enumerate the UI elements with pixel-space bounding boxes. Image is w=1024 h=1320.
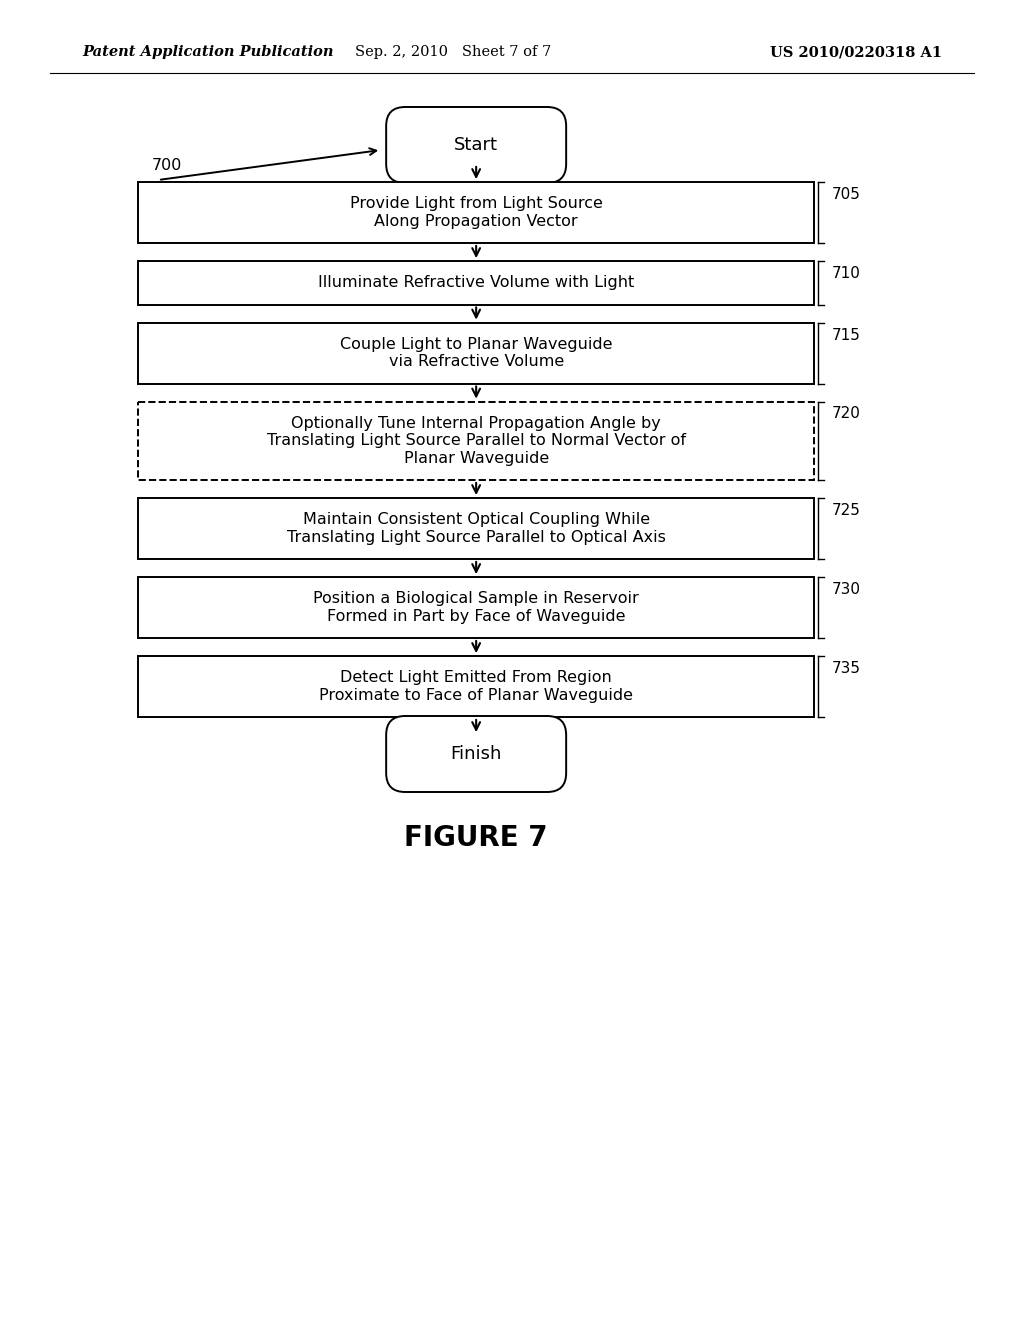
- Text: FIGURE 7: FIGURE 7: [404, 824, 548, 851]
- Text: Sep. 2, 2010   Sheet 7 of 7: Sep. 2, 2010 Sheet 7 of 7: [355, 45, 551, 59]
- Text: 715: 715: [833, 327, 861, 342]
- FancyBboxPatch shape: [138, 577, 814, 638]
- Text: Position a Biological Sample in Reservoir
Formed in Part by Face of Waveguide: Position a Biological Sample in Reservoi…: [313, 591, 639, 623]
- Text: 710: 710: [833, 267, 861, 281]
- FancyBboxPatch shape: [138, 498, 814, 558]
- FancyBboxPatch shape: [138, 261, 814, 305]
- Text: 705: 705: [833, 187, 861, 202]
- Text: 725: 725: [833, 503, 861, 517]
- Text: Provide Light from Light Source
Along Propagation Vector: Provide Light from Light Source Along Pr…: [350, 197, 602, 228]
- Text: US 2010/0220318 A1: US 2010/0220318 A1: [770, 45, 942, 59]
- Text: 735: 735: [833, 661, 861, 676]
- Text: Optionally Tune Internal Propagation Angle by
Translating Light Source Parallel : Optionally Tune Internal Propagation Ang…: [266, 416, 686, 466]
- FancyBboxPatch shape: [138, 182, 814, 243]
- Text: Start: Start: [455, 136, 498, 154]
- FancyBboxPatch shape: [386, 715, 566, 792]
- Text: 730: 730: [833, 582, 861, 597]
- Text: Detect Light Emitted From Region
Proximate to Face of Planar Waveguide: Detect Light Emitted From Region Proxima…: [319, 671, 633, 702]
- Text: 700: 700: [152, 158, 182, 173]
- Text: Couple Light to Planar Waveguide
via Refractive Volume: Couple Light to Planar Waveguide via Ref…: [340, 337, 612, 370]
- Text: 720: 720: [833, 407, 861, 421]
- Text: Finish: Finish: [451, 744, 502, 763]
- FancyBboxPatch shape: [138, 401, 814, 480]
- FancyBboxPatch shape: [386, 107, 566, 183]
- Text: Illuminate Refractive Volume with Light: Illuminate Refractive Volume with Light: [318, 276, 634, 290]
- FancyBboxPatch shape: [138, 656, 814, 717]
- Text: Patent Application Publication: Patent Application Publication: [82, 45, 334, 59]
- FancyBboxPatch shape: [138, 322, 814, 384]
- Text: Maintain Consistent Optical Coupling While
Translating Light Source Parallel to : Maintain Consistent Optical Coupling Whi…: [287, 512, 666, 545]
